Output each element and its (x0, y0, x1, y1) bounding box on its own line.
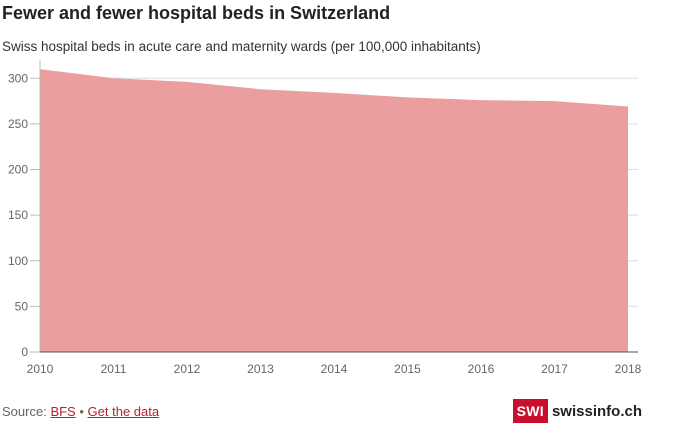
x-tick-label-2010: 2010 (27, 362, 54, 376)
area-series (40, 69, 628, 352)
swi-logo-box: SWI (512, 399, 548, 423)
x-tick-label-2015: 2015 (394, 362, 421, 376)
y-tick-label-300: 300 (8, 71, 28, 85)
area-chart: 0 50 100 150 200 250 300 2010 2011 2012 2013 2014 2… (8, 60, 642, 376)
chart-subtitle: Swiss hospital beds in acute care and ma… (2, 39, 481, 54)
get-data-link[interactable]: Get the data (87, 404, 160, 419)
x-tick-label-2014: 2014 (321, 362, 348, 376)
source-link-bfs[interactable]: BFS (50, 404, 76, 419)
x-tick-label-2017: 2017 (541, 362, 568, 376)
footer-separator: • (79, 404, 84, 419)
footer-source: Source: BFS • Get the data (2, 404, 159, 419)
swissinfo-logo[interactable]: SWI swissinfo.ch (512, 399, 642, 423)
y-tick-label-150: 150 (8, 208, 28, 222)
chart-title: Fewer and fewer hospital beds in Switzer… (2, 3, 391, 23)
y-tick-label-250: 250 (8, 117, 28, 131)
y-tick-label-200: 200 (8, 163, 28, 177)
x-tick-label-2013: 2013 (247, 362, 274, 376)
x-tick-label-2018: 2018 (615, 362, 642, 376)
y-tick-label-50: 50 (15, 299, 29, 313)
source-prefix: Source: (2, 404, 47, 419)
swissinfo-wordmark: swissinfo.ch (551, 402, 642, 420)
y-tick-label-0: 0 (21, 345, 28, 359)
y-tick-label-100: 100 (8, 254, 28, 268)
x-tick-label-2011: 2011 (101, 362, 127, 376)
x-tick-label-2016: 2016 (468, 362, 495, 376)
x-tick-label-2012: 2012 (174, 362, 201, 376)
